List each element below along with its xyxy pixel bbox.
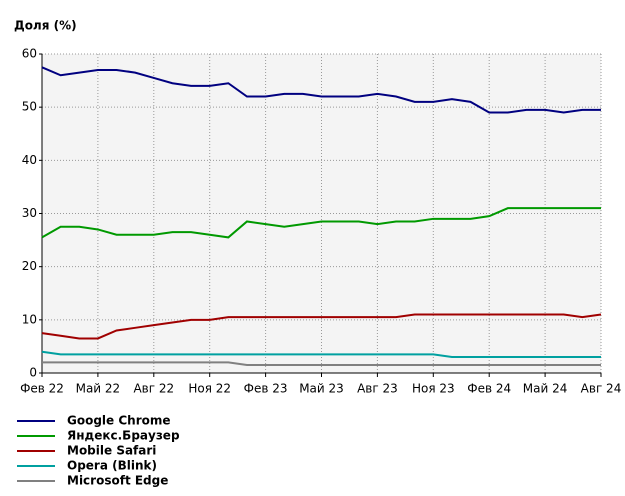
x-tick-label: Фев 23	[244, 382, 288, 396]
y-tick-label: 50	[22, 100, 37, 114]
x-tick-label: Май 23	[299, 382, 344, 396]
series-line	[41, 350, 601, 359]
series-line	[41, 207, 601, 239]
series-line	[41, 66, 601, 114]
y-tick-label: 10	[22, 312, 37, 326]
legend-label: Яндекс.Браузер	[67, 429, 180, 443]
y-tick-label: 40	[22, 153, 37, 167]
legend-label: Google Chrome	[67, 414, 171, 428]
series-line	[41, 313, 602, 340]
x-tick-label: Авг 23	[357, 382, 398, 396]
y-axis-label: Доля (%)	[14, 19, 77, 33]
legend-label: Opera (Blink)	[67, 459, 157, 473]
y-tick-label: 30	[22, 206, 37, 220]
y-tick-label: 20	[22, 259, 37, 273]
x-tick-label: Май 24	[523, 382, 568, 396]
legend-label: Microsoft Edge	[67, 474, 168, 488]
x-tick-label: Май 22	[76, 382, 121, 396]
x-tick-label: Ноя 22	[188, 382, 231, 396]
x-tick-label: Ноя 23	[412, 382, 455, 396]
legend-label: Mobile Safari	[67, 444, 156, 458]
series-line	[42, 361, 601, 367]
y-tick-label: 60	[22, 47, 37, 61]
x-tick-label: Фев 24	[467, 382, 511, 396]
x-tick-label: Авг 24	[581, 382, 622, 396]
y-tick-label: 0	[29, 366, 37, 380]
x-tick-label: Фев 22	[20, 382, 64, 396]
x-tick-label: Авг 22	[133, 382, 174, 396]
